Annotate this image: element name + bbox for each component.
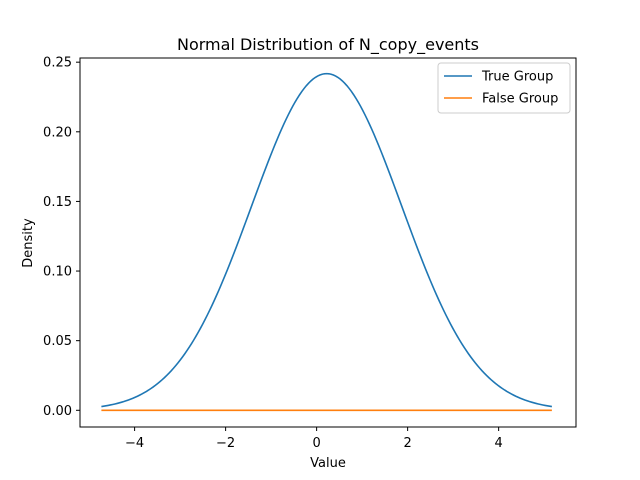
legend-label-1: True Group bbox=[481, 70, 553, 85]
x-axis-label: Value bbox=[310, 456, 346, 471]
chart-title: Normal Distribution of N_copy_events bbox=[177, 35, 479, 55]
x-tick-label: 0 bbox=[312, 436, 320, 451]
y-tick-label: 0.00 bbox=[43, 404, 72, 419]
y-axis-label: Density bbox=[21, 218, 36, 268]
y-tick-label: 0.10 bbox=[43, 265, 72, 280]
x-axis: −4 −2 0 2 4 bbox=[125, 427, 503, 451]
y-tick-label: 0.20 bbox=[43, 125, 72, 140]
x-tick-label: −2 bbox=[216, 436, 235, 451]
x-tick-label: 2 bbox=[403, 436, 411, 451]
y-tick-label: 0.15 bbox=[43, 195, 72, 210]
y-axis: 0.00 0.05 0.10 0.15 0.20 0.25 bbox=[43, 56, 80, 419]
axes-frame bbox=[79, 57, 577, 428]
plot-area bbox=[101, 72, 553, 412]
x-tick-label: −4 bbox=[125, 436, 144, 451]
series-line-1 bbox=[101, 72, 553, 408]
legend-label-2: False Group bbox=[482, 92, 558, 107]
y-tick-label: 0.05 bbox=[43, 334, 72, 349]
y-tick-label: 0.25 bbox=[43, 56, 72, 71]
x-tick-label: 4 bbox=[495, 436, 503, 451]
legend: True Group False Group bbox=[437, 62, 571, 114]
